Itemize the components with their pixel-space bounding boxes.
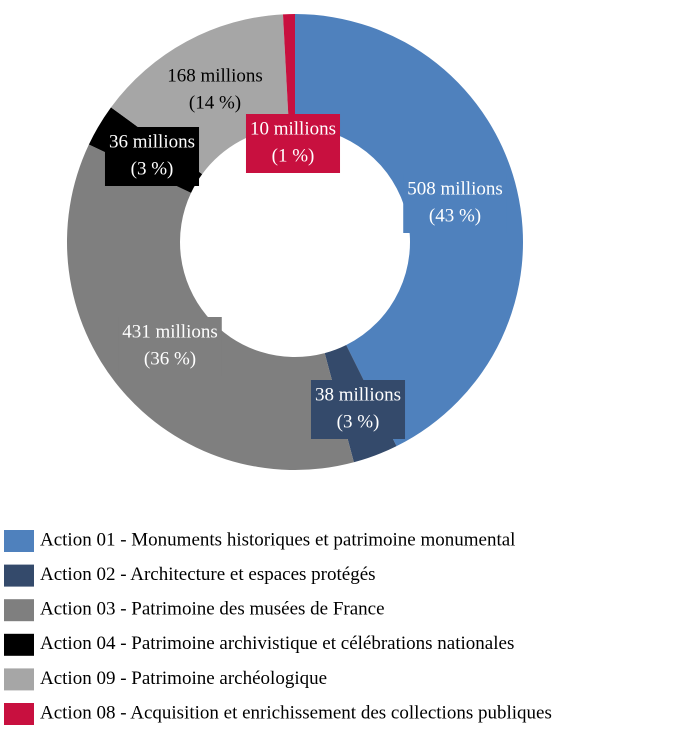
data-label: 10 millions (250, 118, 336, 139)
label-background (245, 114, 341, 173)
data-label: (43 %) (429, 205, 481, 226)
slice (67, 144, 354, 471)
legend-swatch (4, 564, 34, 587)
data-label: (14 %) (189, 92, 241, 113)
legend-label: Action 09 - Patrimoine archéologique (40, 668, 327, 689)
legend-label: Action 03 - Patrimoine des musées de Fra… (40, 599, 385, 620)
label-background (163, 61, 267, 120)
data-label: 38 millions (315, 384, 401, 405)
data-label: 168 millions (167, 65, 263, 86)
legend-label: Action 01 - Monuments historiques et pat… (40, 529, 515, 550)
label-background (310, 380, 406, 439)
data-label: (1 %) (272, 145, 315, 166)
legend-swatch (4, 530, 34, 552)
data-label: 36 millions (109, 131, 195, 152)
data-label: (3 %) (337, 411, 380, 432)
legend-swatch (4, 599, 34, 622)
label-background (403, 174, 507, 233)
legend-label: Action 02 - Architecture et espaces prot… (40, 564, 376, 585)
data-label: 431 millions (122, 321, 218, 342)
slice (282, 14, 295, 128)
slice (295, 14, 523, 447)
data-label: 508 millions (407, 178, 503, 199)
legend-label: Action 04 - Patrimoine archivistique et … (40, 633, 514, 654)
label-background (104, 127, 200, 186)
data-label: (36 %) (144, 348, 196, 369)
legend-swatch (4, 633, 34, 656)
label-background (118, 317, 222, 376)
data-label: (3 %) (131, 158, 174, 179)
legend-swatch (4, 668, 34, 691)
legend-swatch (4, 703, 34, 725)
legend-label: Action 08 - Acquisition et enrichissemen… (40, 702, 552, 723)
